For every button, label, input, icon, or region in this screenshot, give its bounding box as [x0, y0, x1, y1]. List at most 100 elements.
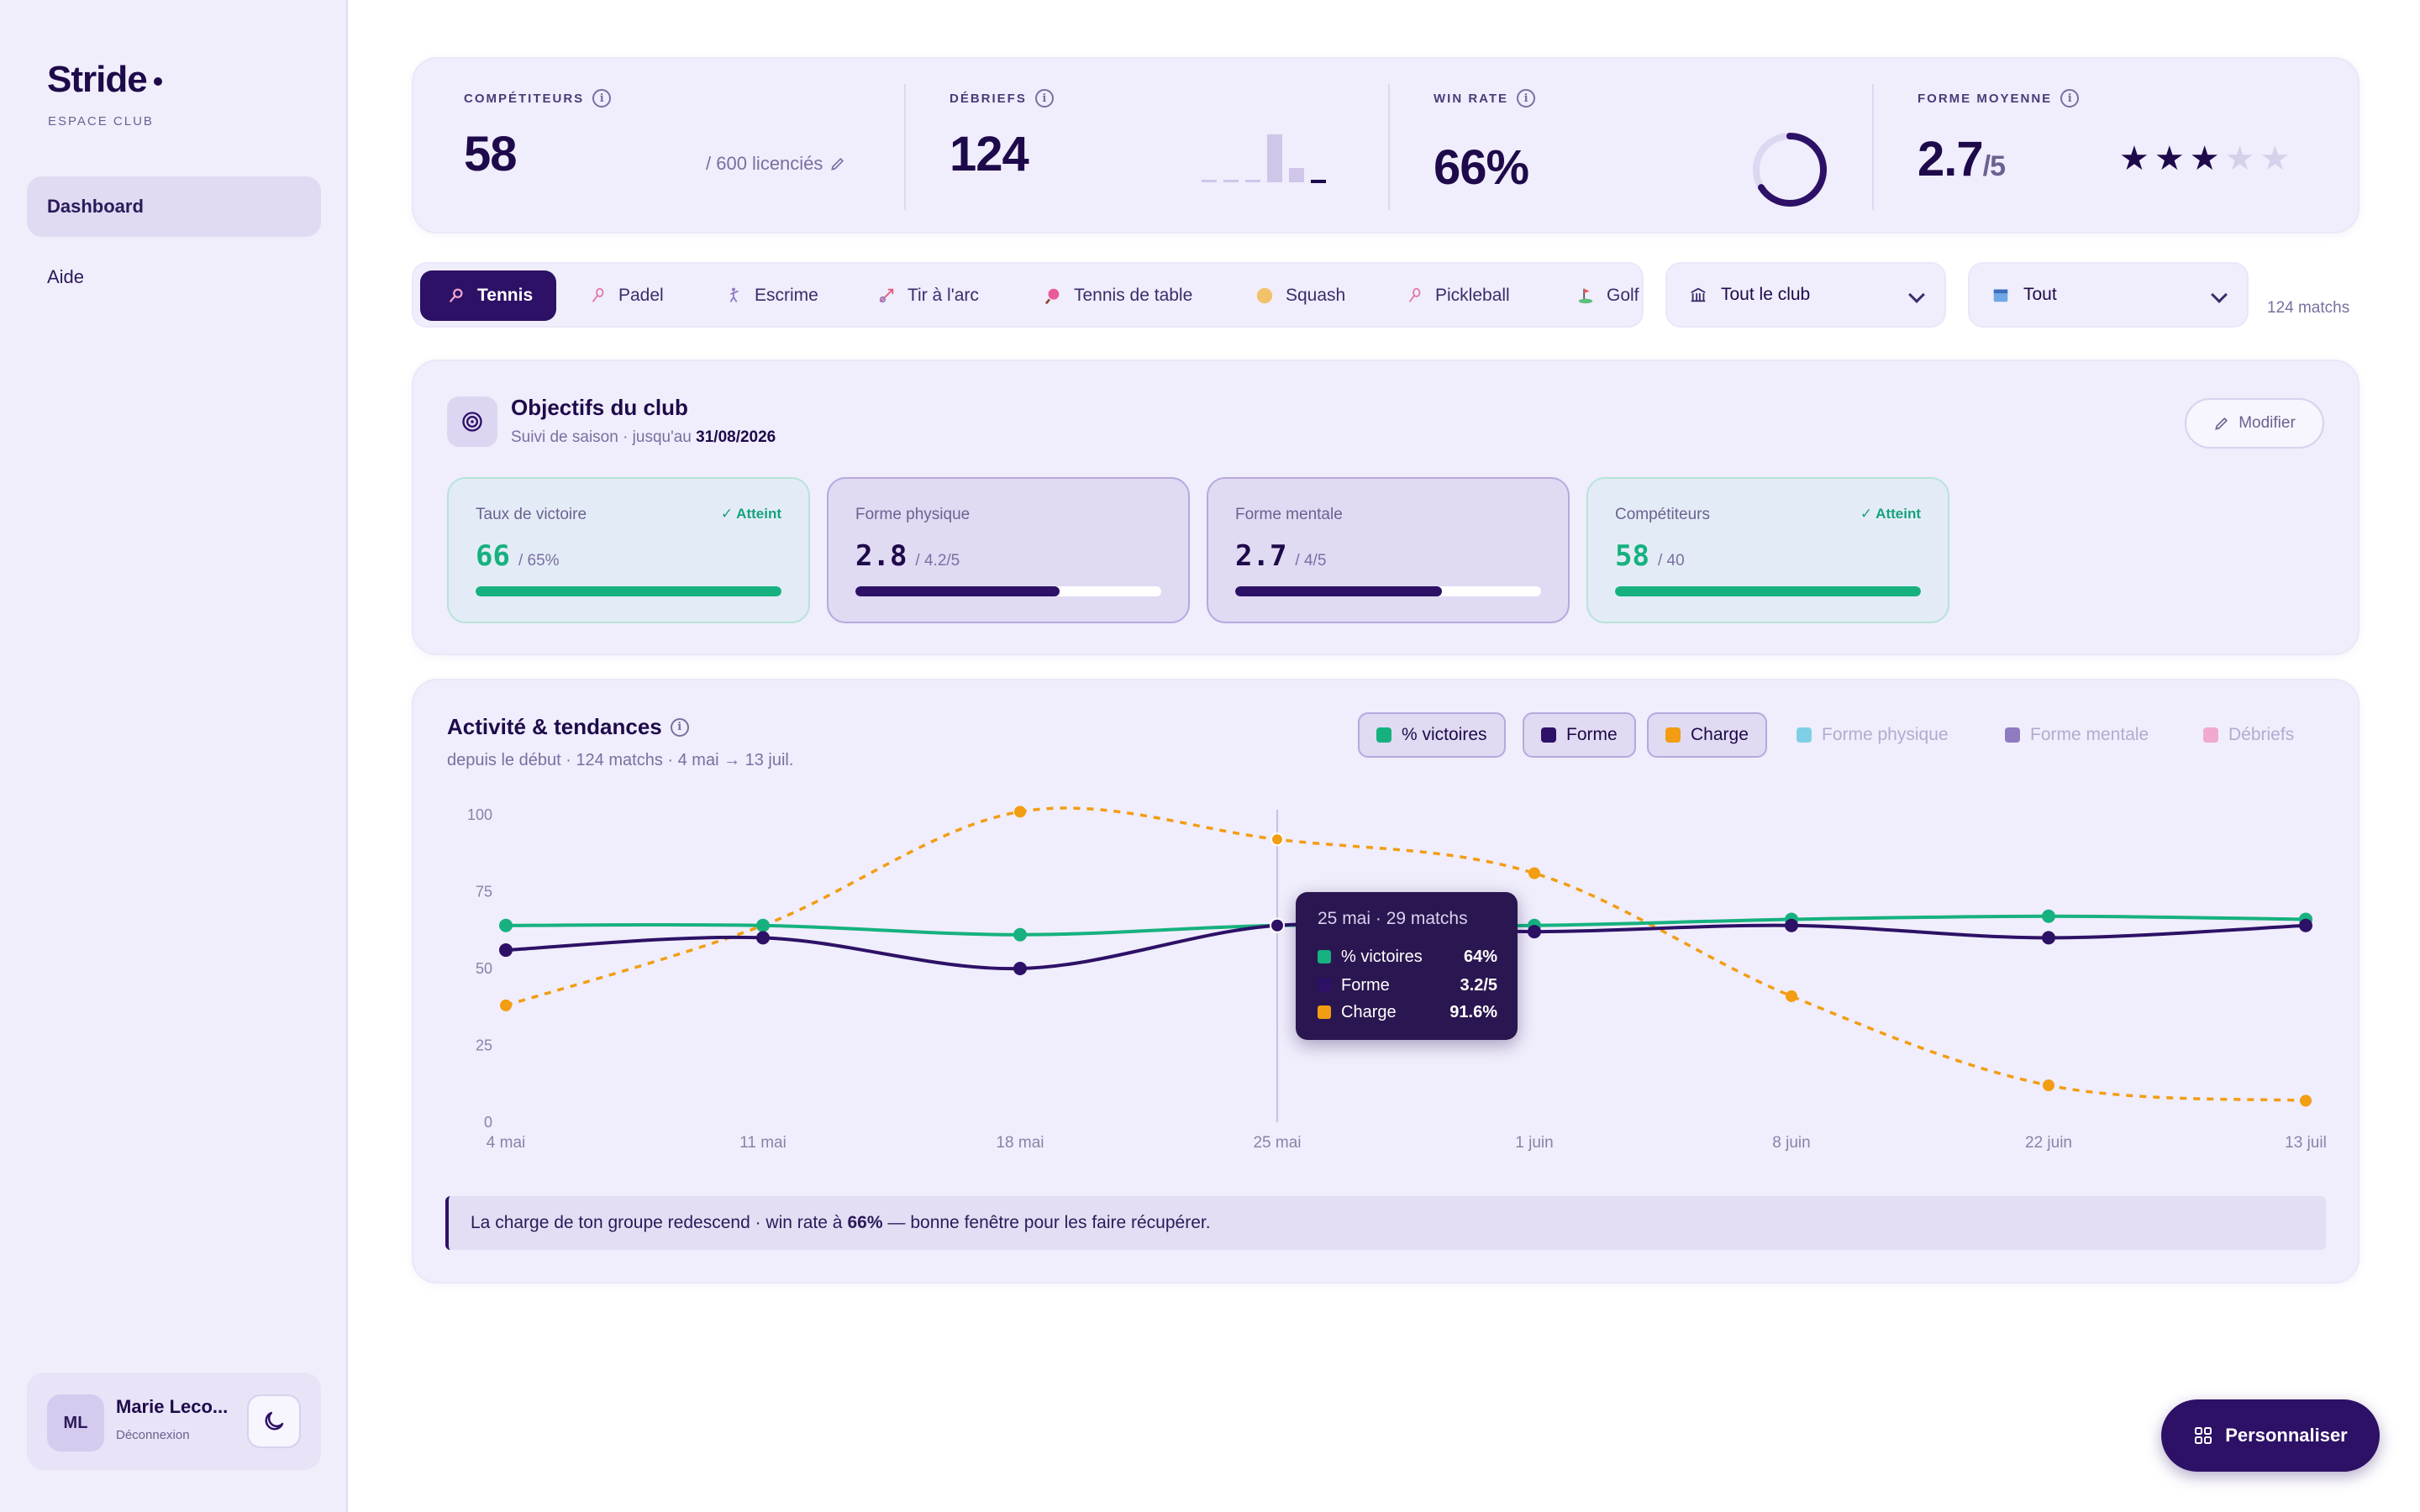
goal-value: 2.8/ 4.2/5 [855, 539, 960, 573]
goal-progress [476, 586, 781, 596]
tab-tennis[interactable]: Tennis [420, 270, 557, 321]
sidebar: Stride ESPACE CLUB Dashboard Aide ML Mar… [0, 0, 348, 1512]
nav-dashboard[interactable]: Dashboard [27, 176, 321, 237]
info-icon[interactable]: i [592, 89, 612, 108]
tooltip-row: Forme 3.2/5 [1318, 973, 1497, 998]
data-point [1270, 917, 1285, 933]
tab-escrime[interactable]: Escrime [724, 270, 818, 321]
tab-tir-a-l-arc[interactable]: Tir à l'arc [877, 270, 979, 321]
avatar[interactable]: ML [47, 1394, 104, 1452]
pencil-icon [2215, 417, 2228, 430]
padel-icon [592, 287, 604, 302]
grid-icon [2195, 1427, 2212, 1444]
activity-card: 0 25 50 75 100 4 mai 11 mai 18 mai 25 mai 1 juin 8… [412, 679, 2360, 1284]
customize-button[interactable]: Personnaliser [2161, 1399, 2380, 1472]
y-tick-label: 75 [476, 884, 492, 900]
activity-chart[interactable]: 0 25 50 75 100 4 mai 11 mai 18 mai 25 mai 1 juin 8… [413, 680, 2361, 1184]
archery-icon [879, 288, 894, 303]
activity-title: Activité & tendances i [447, 714, 689, 740]
kpi-label: COMPÉTITEURS i [464, 89, 612, 108]
golf-icon [1578, 288, 1593, 304]
tab-squash[interactable]: Squash [1255, 270, 1345, 321]
pencil-icon [831, 157, 844, 171]
legend-debriefs[interactable]: Débriefs [2186, 712, 2311, 758]
building-icon [1691, 287, 1706, 302]
y-tick-label: 100 [467, 806, 492, 823]
star-icon: ★ [2260, 140, 2291, 177]
legend-forme[interactable]: Forme [1523, 712, 1636, 758]
kpi-debriefs: DÉBRIEFS i 124 [899, 59, 1370, 235]
nav-aide[interactable]: Aide [47, 266, 85, 287]
divider [1872, 84, 1874, 210]
tooltip-row: % victoires 64% [1318, 944, 1497, 969]
goal-mental-form[interactable]: Forme mentale 2.7/ 4/5 [1207, 477, 1570, 623]
licencies-count[interactable]: / 600 licenciés [706, 153, 846, 175]
tab-tennis-de-table[interactable]: Tennis de table [1044, 270, 1192, 321]
legend-forme-mentale[interactable]: Forme mentale [1988, 712, 2165, 758]
data-point [2042, 931, 2055, 945]
data-point [756, 918, 770, 932]
y-tick-label: 50 [476, 960, 492, 977]
moon-icon [265, 1411, 284, 1431]
goal-value: 66/ 65% [476, 539, 560, 573]
matches-count: 124 matchs [2267, 299, 2350, 317]
scope-dropdown[interactable]: Tout le club [1665, 262, 1946, 328]
period-dropdown[interactable]: Tout [1968, 262, 2249, 328]
chevron-down-icon [2211, 286, 2228, 303]
tab-pickleball[interactable]: Pickleball [1405, 270, 1510, 321]
objectives-subtitle: Suivi de saison · jusqu'au 31/08/2026 [511, 428, 776, 446]
data-point [500, 999, 512, 1011]
data-point [1528, 925, 1541, 939]
goal-label: Taux de victoire [476, 506, 587, 523]
goal-value: 58/ 40 [1615, 539, 1685, 573]
data-point [2042, 909, 2055, 923]
kpi-competitors: COMPÉTITEURS i 58 / 600 licenciés [413, 59, 884, 235]
info-icon[interactable]: i [1517, 89, 1536, 108]
goal-value: 2.7/ 4/5 [1235, 539, 1327, 573]
divider [1388, 84, 1390, 210]
theme-toggle-button[interactable] [247, 1394, 301, 1448]
star-icon: ★ [2119, 140, 2149, 177]
goal-physical-form[interactable]: Forme physique 2.8/ 4.2/5 [827, 477, 1190, 623]
info-icon[interactable]: i [670, 717, 689, 737]
objectives-title: Objectifs du club [511, 395, 688, 420]
modify-button[interactable]: Modifier [2185, 398, 2324, 449]
x-tick-label: 18 mai [996, 1134, 1044, 1152]
sport-tabs: Tennis Padel Escrime Tir à l'arc Tennis … [412, 262, 1644, 328]
kpi-value: 2.7/5 [1918, 132, 2006, 186]
info-icon[interactable]: i [2060, 89, 2080, 108]
brand-subtitle: ESPACE CLUB [48, 114, 154, 129]
chevron-down-icon [1908, 286, 1925, 303]
brand-logo[interactable]: Stride [47, 59, 162, 101]
tab-golf[interactable]: Golf [1576, 270, 1639, 321]
kpi-label: DÉBRIEFS i [950, 89, 1054, 108]
x-tick-label: 4 mai [487, 1134, 525, 1152]
goal-competitors[interactable]: Compétiteurs ✓ Atteint 58/ 40 [1586, 477, 1949, 623]
goal-progress [855, 586, 1161, 596]
goal-win-rate[interactable]: Taux de victoire ✓ Atteint 66/ 65% [447, 477, 810, 623]
data-point [499, 918, 513, 932]
user-name: Marie Leco... [116, 1396, 229, 1417]
legend-forme-physique[interactable]: Forme physique [1780, 712, 1965, 758]
ping-pong-icon [1044, 288, 1060, 305]
legend-victoires[interactable]: % victoires [1358, 712, 1506, 758]
kpi-label: FORME MOYENNE i [1918, 89, 2080, 108]
logout-link[interactable]: Déconnexion [116, 1428, 190, 1442]
winrate-ring [1753, 133, 1827, 207]
data-point [2043, 1079, 2054, 1092]
kpi-value: 124 [950, 127, 1029, 181]
data-point [2300, 1095, 2312, 1107]
info-icon[interactable]: i [1034, 89, 1054, 108]
y-tick-label: 0 [484, 1114, 492, 1131]
tab-padel[interactable]: Padel [588, 270, 664, 321]
legend-charge[interactable]: Charge [1647, 712, 1767, 758]
paddle-icon [1408, 287, 1421, 302]
x-tick-label: 1 juin [1515, 1134, 1553, 1152]
star-icon: ★ [2154, 140, 2185, 177]
goal-badge: ✓ Atteint [720, 506, 781, 522]
x-tick-label: 8 juin [1772, 1134, 1810, 1152]
data-point [2299, 918, 2312, 932]
star-rating: ★ ★ ★ ★ ★ [2119, 139, 2290, 178]
kpi-form: FORME MOYENNE i 2.7/5 ★ ★ ★ ★ ★ [1867, 59, 2338, 235]
goal-label: Compétiteurs [1615, 506, 1710, 523]
